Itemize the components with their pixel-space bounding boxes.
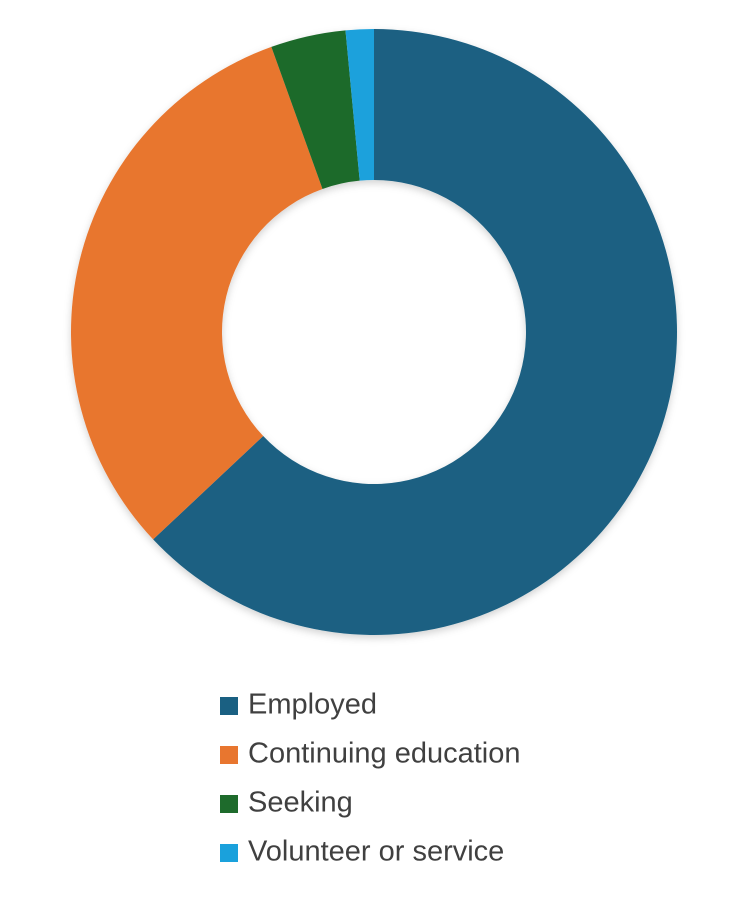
donut-segment bbox=[70, 46, 323, 540]
legend-swatch bbox=[220, 844, 238, 862]
legend-label: Continuing education bbox=[248, 738, 520, 770]
donut-segment bbox=[345, 29, 374, 181]
legend-label: Employed bbox=[248, 689, 377, 721]
legend-label: Volunteer or service bbox=[248, 836, 504, 868]
legend-swatch bbox=[220, 746, 238, 764]
legend-swatch bbox=[220, 697, 238, 715]
donut bbox=[70, 29, 678, 635]
donut-segment bbox=[153, 29, 678, 635]
legend-label: Seeking bbox=[248, 787, 353, 819]
legend-swatch bbox=[220, 795, 238, 813]
legend: Employed Continuing education Seeking Volun… bbox=[220, 689, 520, 868]
donut-segment bbox=[271, 30, 360, 189]
